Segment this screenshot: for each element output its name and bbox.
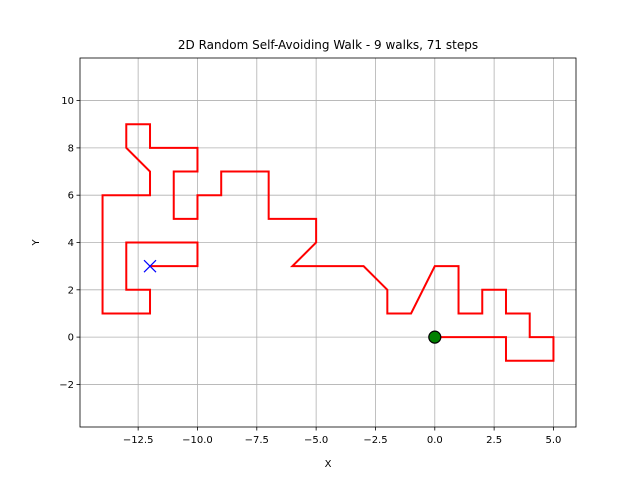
x-tick-label: −2.5 — [363, 435, 387, 446]
x-tick-label: −12.5 — [123, 435, 154, 446]
walk-line — [101, 123, 555, 362]
x-tick-label: −7.5 — [245, 435, 269, 446]
x-tick-label: −10.0 — [182, 435, 213, 446]
x-tick-label: 5.0 — [546, 435, 562, 446]
y-tick-label: 4 — [68, 238, 74, 249]
x-tick-label: 2.5 — [486, 435, 502, 446]
y-tick-label: 8 — [68, 143, 74, 154]
y-tick-label: 0 — [68, 333, 74, 344]
y-tick-label: 10 — [61, 96, 74, 107]
x-axis-label: X — [325, 459, 332, 470]
y-tick-label: −2 — [59, 380, 74, 391]
axis-ticks: −12.5 −10.0 −7.5 −5.0 −2.5 0.0 2.5 5.0 −2 0 2 4 6 8 10 — [59, 96, 561, 446]
start-marker — [428, 330, 442, 344]
x-tick-label: 0.0 — [427, 435, 443, 446]
markers — [143, 259, 442, 344]
y-tick-label: 6 — [68, 191, 74, 202]
chart-title: 2D Random Self-Avoiding Walk - 9 walks, … — [178, 38, 478, 52]
y-tick-label: 2 — [68, 285, 74, 296]
walk-path — [101, 123, 555, 362]
end-marker-stroke-b — [143, 259, 157, 273]
y-axis-label: Y — [31, 239, 42, 247]
x-tick-label: −5.0 — [304, 435, 328, 446]
